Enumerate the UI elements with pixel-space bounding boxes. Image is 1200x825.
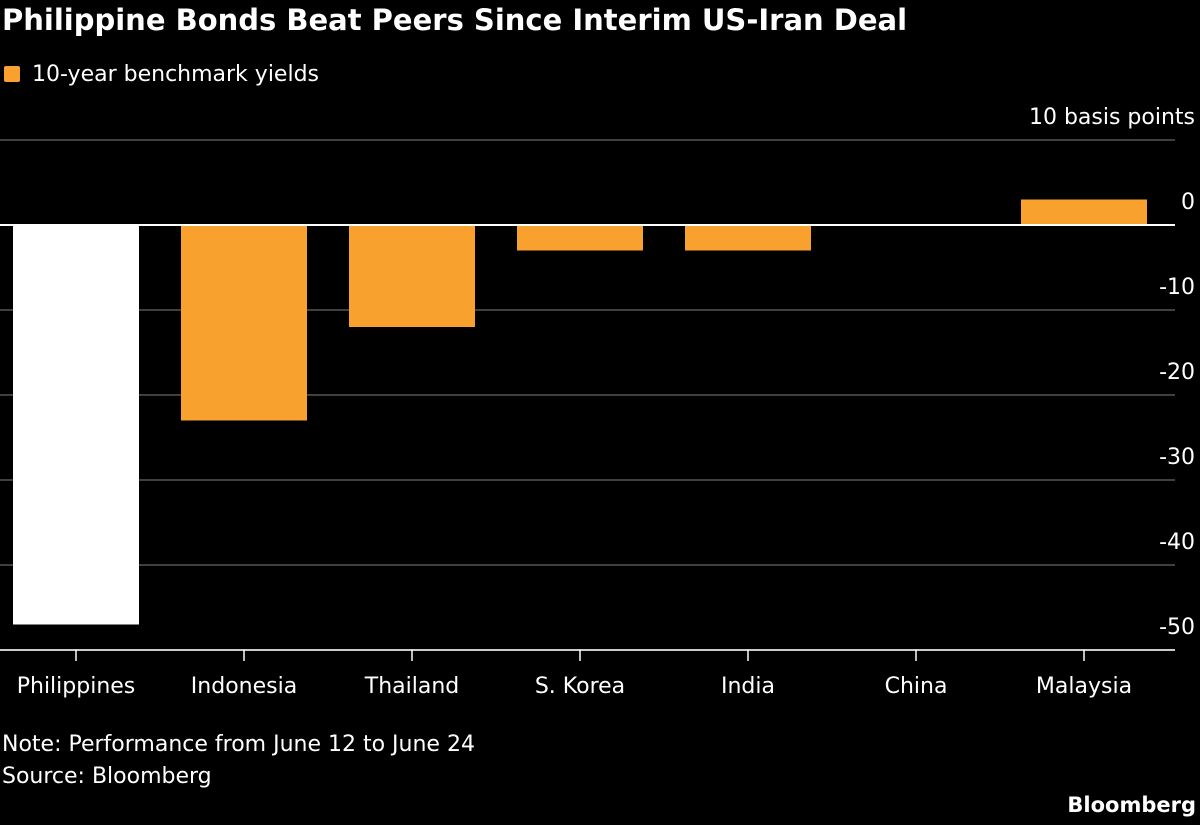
x-tick-label: Thailand (364, 674, 459, 699)
y-tick-label: 10 basis points (1029, 105, 1195, 130)
y-tick-label: -50 (1159, 615, 1195, 640)
x-tick-label: Philippines (17, 674, 136, 699)
y-tick-label: -30 (1159, 445, 1195, 470)
y-tick-label: -20 (1159, 360, 1195, 385)
x-tick-label: S. Korea (535, 674, 625, 699)
note: Note: Performance from June 12 to June 2… (2, 732, 475, 757)
bar (13, 225, 139, 625)
bar (349, 225, 475, 327)
y-tick-label: -10 (1159, 275, 1195, 300)
bar (181, 225, 307, 421)
legend-swatch (4, 66, 20, 82)
x-tick-label: Malaysia (1036, 674, 1132, 699)
legend-label: 10-year benchmark yields (32, 62, 319, 87)
y-tick-label: -40 (1159, 530, 1195, 555)
x-tick-label: India (721, 674, 775, 699)
x-tick-label: China (885, 674, 948, 699)
bar (517, 225, 643, 251)
y-tick-label: 0 (1181, 190, 1195, 215)
chart-title: Philippine Bonds Beat Peers Since Interi… (2, 3, 907, 37)
bar (1021, 199, 1147, 225)
bar (685, 225, 811, 251)
x-tick-label: Indonesia (191, 674, 297, 699)
source: Source: Bloomberg (2, 764, 212, 789)
brand: Bloomberg (1067, 793, 1196, 817)
